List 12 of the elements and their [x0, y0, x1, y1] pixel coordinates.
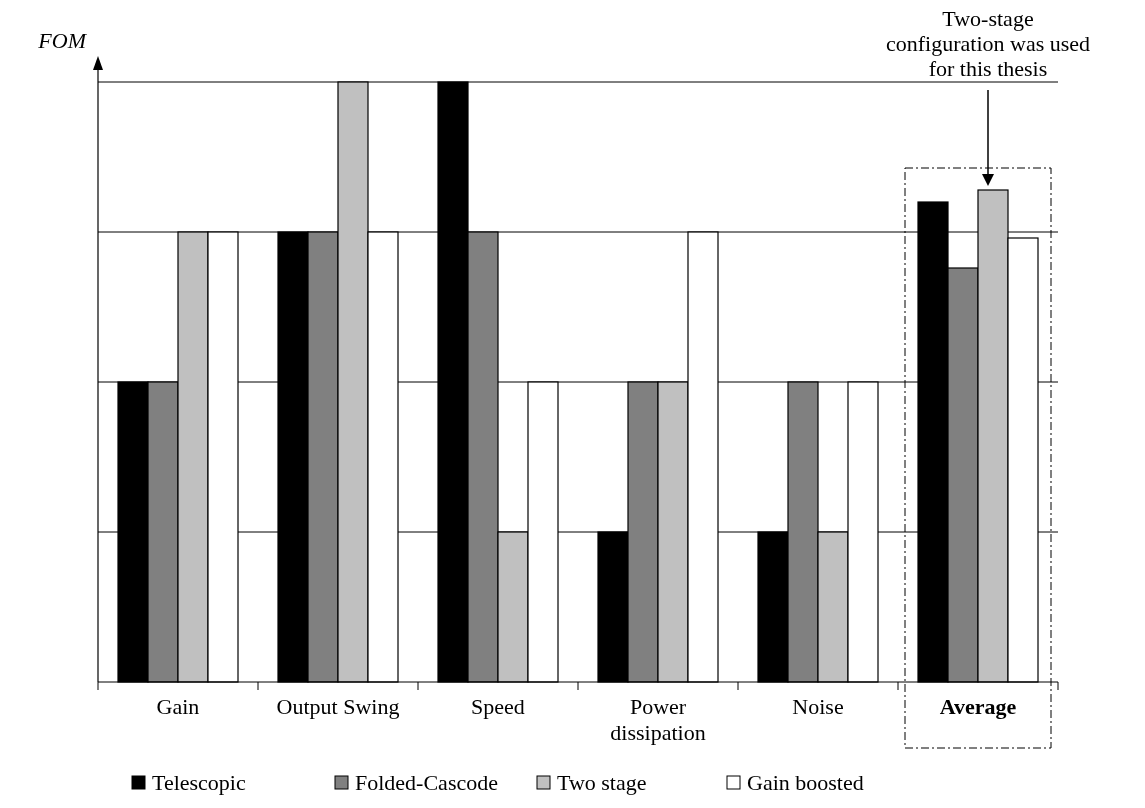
- legend-label: Two stage: [557, 770, 647, 795]
- x-tick-label: Average: [939, 694, 1017, 719]
- text: Two-stage configuration was used for this thesis: [885, 6, 1091, 81]
- x-tick-label: Power dissipation: [610, 694, 706, 745]
- x-tick-label: Speed: [471, 694, 525, 719]
- legend-label: Telescopic: [152, 770, 246, 795]
- legend-label: Gain boosted: [747, 770, 864, 795]
- x-tick-label: Noise: [792, 694, 844, 719]
- x-tick-label: Output Swing: [276, 694, 400, 719]
- y-axis-title: FOM: [37, 28, 88, 53]
- legend-label: Folded-Cascode: [355, 770, 498, 795]
- x-tick-label: Gain: [156, 694, 200, 719]
